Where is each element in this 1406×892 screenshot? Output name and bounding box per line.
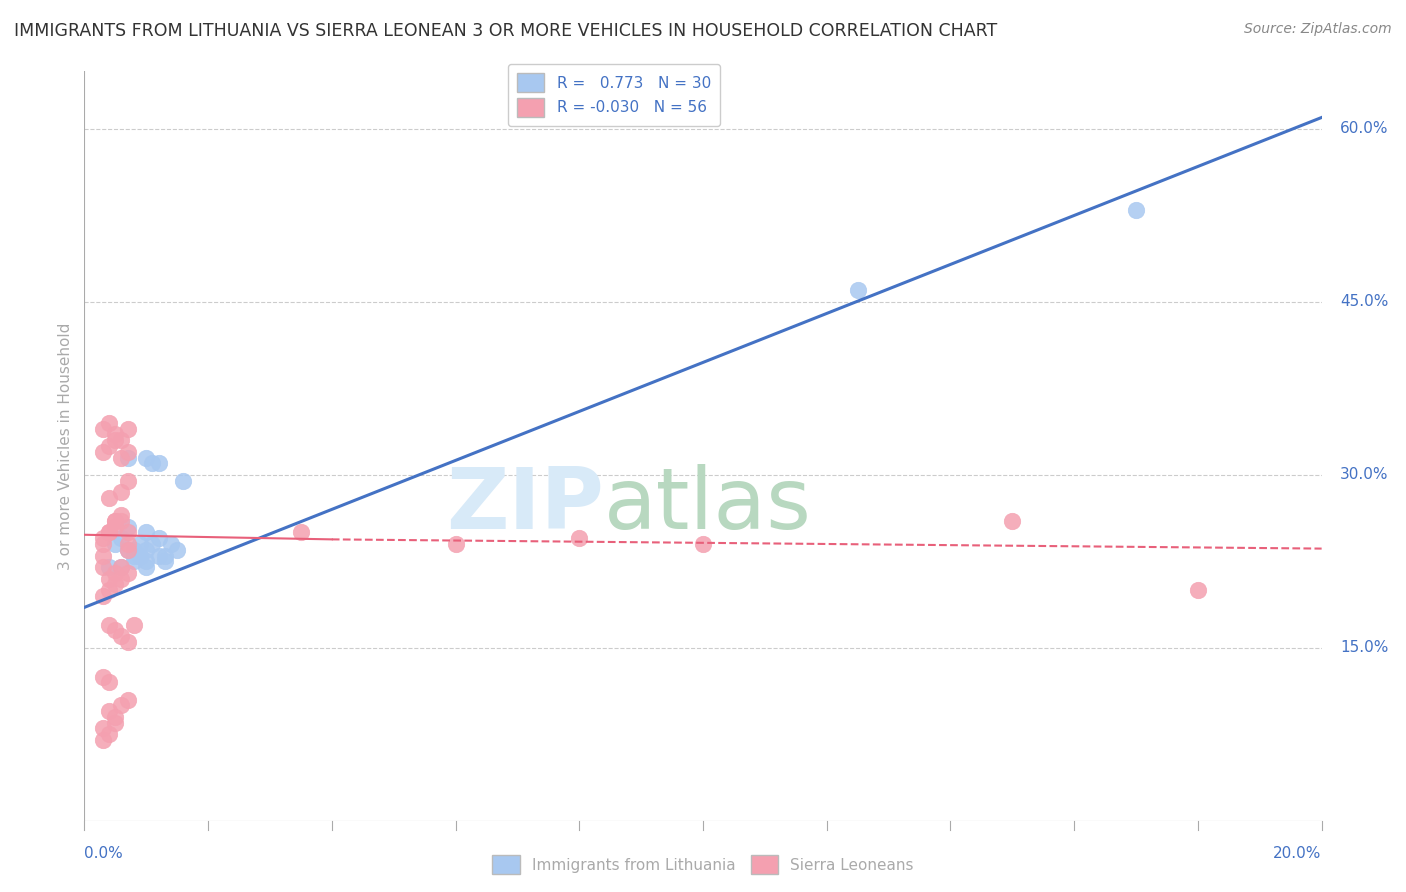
Point	[290, 525, 312, 540]
Text: IMMIGRANTS FROM LITHUANIA VS SIERRA LEONEAN 3 OR MORE VEHICLES IN HOUSEHOLD CORR: IMMIGRANTS FROM LITHUANIA VS SIERRA LEON…	[14, 22, 997, 40]
Point	[135, 542, 157, 557]
Point	[135, 554, 157, 568]
Point	[135, 560, 157, 574]
Point	[91, 549, 114, 563]
Point	[98, 727, 121, 741]
Point	[117, 525, 139, 540]
Point	[91, 733, 114, 747]
Point	[110, 629, 132, 643]
Point	[846, 284, 869, 298]
Point	[117, 474, 139, 488]
Point	[122, 554, 145, 568]
Text: 45.0%: 45.0%	[1340, 294, 1389, 310]
Point	[141, 456, 163, 470]
Point	[104, 577, 127, 591]
Point	[117, 566, 139, 580]
Legend: R =   0.773   N = 30, R = -0.030   N = 56: R = 0.773 N = 30, R = -0.030 N = 56	[508, 64, 720, 126]
Text: Source: ZipAtlas.com: Source: ZipAtlas.com	[1244, 22, 1392, 37]
Point	[91, 537, 114, 551]
Point	[104, 514, 127, 528]
Point	[91, 722, 114, 736]
Point	[98, 617, 121, 632]
Point	[110, 434, 132, 448]
Point	[117, 444, 139, 458]
Text: 20.0%: 20.0%	[1274, 846, 1322, 861]
Point	[104, 434, 127, 448]
Point	[98, 491, 121, 505]
Point	[148, 531, 170, 545]
Point	[160, 537, 183, 551]
Point	[110, 572, 132, 586]
Point	[129, 549, 152, 563]
Point	[117, 692, 139, 706]
Point	[98, 583, 121, 598]
Point	[135, 450, 157, 465]
Point	[117, 635, 139, 649]
Point	[117, 542, 139, 557]
Point	[91, 531, 114, 545]
Text: atlas: atlas	[605, 465, 813, 548]
Point	[117, 422, 139, 436]
Point	[1001, 514, 1024, 528]
Point	[91, 560, 114, 574]
Point	[91, 589, 114, 603]
Point	[141, 537, 163, 551]
Point	[98, 416, 121, 430]
Point	[129, 549, 152, 563]
Point	[117, 450, 139, 465]
Point	[98, 704, 121, 718]
Point	[110, 514, 132, 528]
Point	[166, 542, 188, 557]
Point	[692, 537, 714, 551]
Point	[110, 531, 132, 545]
Point	[110, 450, 132, 465]
Y-axis label: 3 or more Vehicles in Household: 3 or more Vehicles in Household	[58, 322, 73, 570]
Point	[104, 715, 127, 730]
Point	[117, 519, 139, 533]
Point	[110, 698, 132, 713]
Point	[148, 456, 170, 470]
Point	[1187, 583, 1209, 598]
Point	[153, 549, 176, 563]
Point	[110, 485, 132, 500]
Point	[104, 519, 127, 533]
Point	[91, 422, 114, 436]
Point	[110, 560, 132, 574]
Point	[568, 531, 591, 545]
Point	[122, 549, 145, 563]
Point	[135, 525, 157, 540]
Point	[91, 669, 114, 683]
Point	[122, 542, 145, 557]
Point	[98, 675, 121, 690]
Point	[172, 474, 194, 488]
Point	[91, 444, 114, 458]
Point	[104, 537, 127, 551]
Text: 15.0%: 15.0%	[1340, 640, 1389, 656]
Text: ZIP: ZIP	[446, 465, 605, 548]
Point	[148, 549, 170, 563]
Point	[104, 427, 127, 442]
Text: 30.0%: 30.0%	[1340, 467, 1389, 483]
Point	[110, 560, 132, 574]
Point	[110, 508, 132, 523]
Point	[1125, 202, 1147, 217]
Point	[104, 710, 127, 724]
Point	[117, 537, 139, 551]
Point	[153, 554, 176, 568]
Point	[104, 566, 127, 580]
Point	[444, 537, 467, 551]
Legend: Immigrants from Lithuania, Sierra Leoneans: Immigrants from Lithuania, Sierra Leonea…	[486, 849, 920, 880]
Point	[104, 624, 127, 638]
Point	[129, 537, 152, 551]
Point	[98, 572, 121, 586]
Point	[122, 617, 145, 632]
Point	[98, 525, 121, 540]
Point	[104, 514, 127, 528]
Point	[117, 542, 139, 557]
Point	[98, 439, 121, 453]
Point	[98, 560, 121, 574]
Text: 0.0%: 0.0%	[84, 846, 124, 861]
Point	[98, 525, 121, 540]
Text: 60.0%: 60.0%	[1340, 121, 1389, 136]
